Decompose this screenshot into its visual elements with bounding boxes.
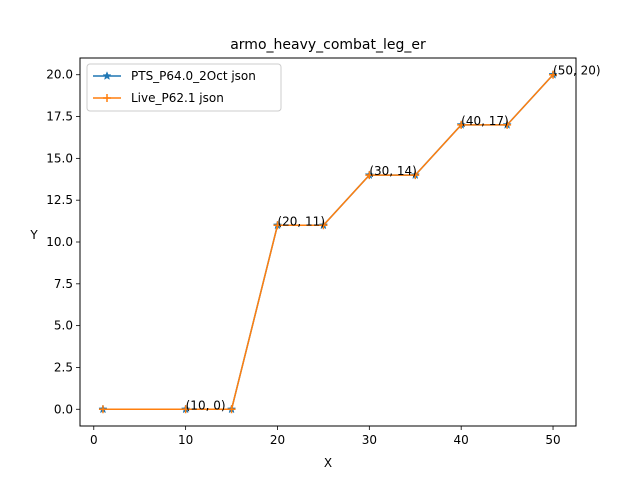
legend: PTS_P64.0_2Oct json Live_P62.1 json (86, 63, 282, 112)
chart-title: armo_heavy_combat_leg_er (230, 37, 426, 53)
x-tick-label: 50 (545, 433, 560, 447)
x-tick-label: 40 (454, 433, 469, 447)
series-2-line (102, 74, 554, 411)
series-2-plus-marker (411, 171, 420, 180)
point-annotation: (30, 14) (369, 164, 417, 178)
x-axis-label: X (324, 456, 332, 470)
point-annotation: (20, 11) (277, 214, 325, 228)
y-tick-label: 5.0 (54, 319, 73, 333)
y-tick-label: 15.0 (46, 151, 73, 165)
legend-label-series-1: PTS_P64.0_2Oct json (131, 69, 256, 83)
x-tick-label: 20 (270, 433, 285, 447)
x-tick-label: 0 (90, 433, 98, 447)
x-tick-label: 10 (178, 433, 193, 447)
series-2-plus-marker (98, 405, 107, 414)
point-annotation: (10, 0) (186, 398, 226, 412)
point-annotation: (40, 17) (461, 114, 509, 128)
series-2-plus-marker (503, 120, 512, 129)
y-axis-label: Y (29, 228, 38, 242)
legend-box (86, 63, 282, 112)
y-tick-label: 17.5 (46, 110, 73, 124)
point-annotation: (50, 20) (553, 64, 601, 78)
y-tick-label: 0.0 (54, 402, 73, 416)
y-tick-label: 10.0 (46, 235, 73, 249)
y-tick-label: 20.0 (46, 68, 73, 82)
y-tick-label: 12.5 (46, 193, 73, 207)
series-2-plus-marker (457, 120, 466, 129)
axes-frame (79, 57, 577, 427)
plot-area: 0 10 20 30 40 50 0.0 2.5 5.0 7.5 10.0 12.5 15.0 17.5 2… (46, 64, 600, 447)
series-2-plus-marker (365, 171, 374, 180)
x-tick-label: 30 (362, 433, 377, 447)
series-2-plus-marker (273, 221, 282, 230)
series-2-plus-marker (319, 221, 328, 230)
legend-label-series-2: Live_P62.1 json (131, 91, 224, 105)
y-tick-label: 7.5 (54, 277, 73, 291)
series-2-plus-marker (549, 70, 558, 79)
y-tick-label: 2.5 (54, 360, 73, 374)
series-2-plus-marker (181, 405, 190, 414)
series-2-plus-marker (227, 405, 236, 414)
legend-star-marker-series-1 (102, 71, 112, 80)
